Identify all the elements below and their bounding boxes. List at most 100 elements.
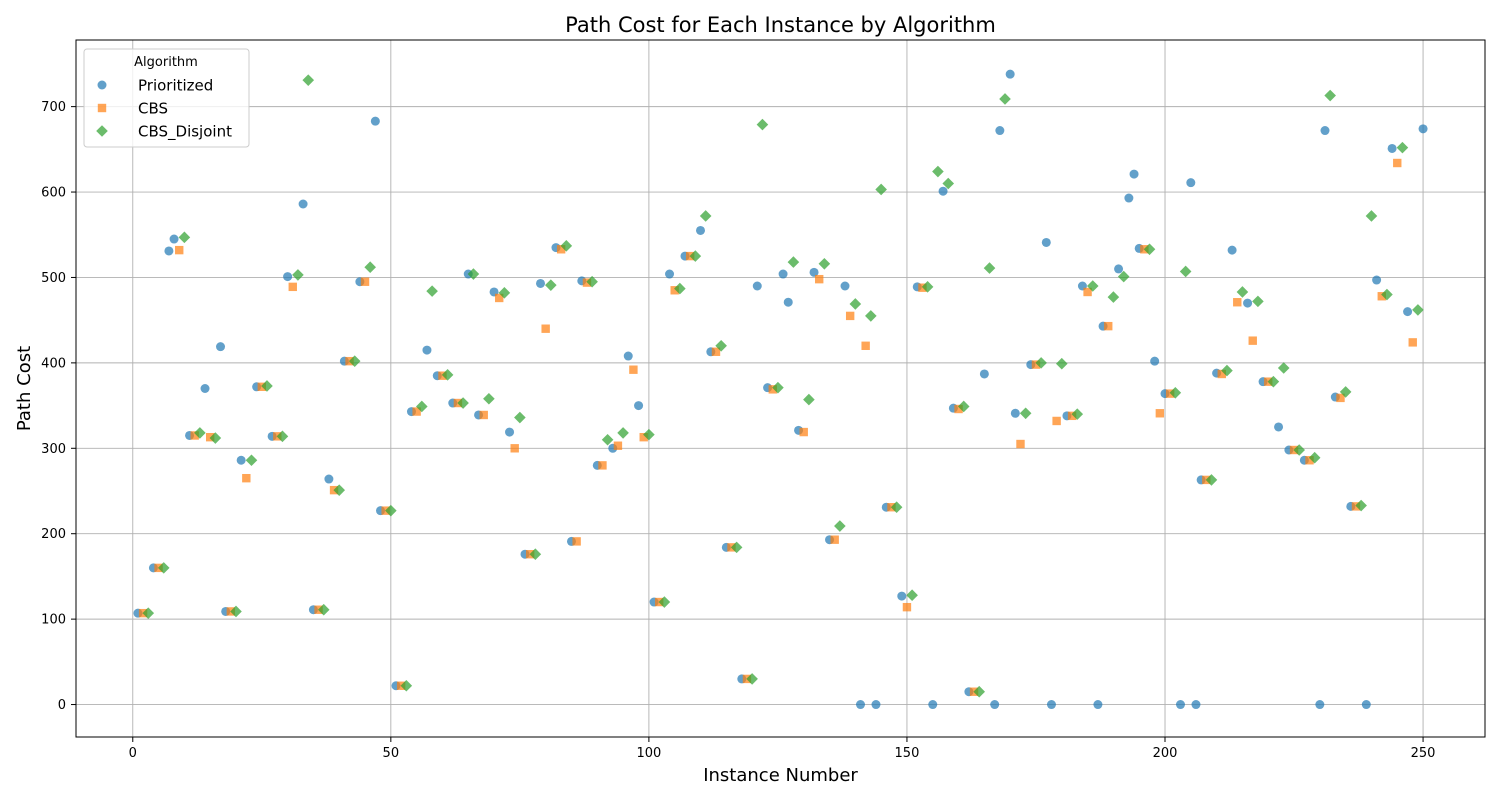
chart-title: Path Cost for Each Instance by Algorithm bbox=[565, 13, 996, 37]
data-point bbox=[803, 393, 815, 406]
data-point bbox=[209, 432, 222, 444]
data-point bbox=[957, 400, 970, 413]
data-point bbox=[1046, 700, 1056, 710]
data-point bbox=[422, 345, 432, 355]
data-point bbox=[598, 461, 607, 470]
data-point bbox=[1005, 69, 1015, 79]
data-point bbox=[1361, 700, 1371, 710]
grid-lines bbox=[76, 40, 1485, 737]
data-point bbox=[385, 504, 397, 517]
data-point bbox=[954, 404, 963, 414]
data-point bbox=[333, 484, 346, 496]
data-point bbox=[317, 603, 330, 616]
data-point bbox=[1055, 357, 1068, 370]
data-point bbox=[360, 277, 370, 286]
data-point bbox=[175, 245, 184, 255]
data-point bbox=[1175, 700, 1185, 710]
data-point bbox=[586, 275, 598, 288]
data-point bbox=[1117, 270, 1130, 283]
data-point bbox=[1377, 292, 1386, 301]
data-point bbox=[1293, 444, 1305, 456]
data-point bbox=[1408, 338, 1417, 347]
data-point bbox=[1186, 178, 1196, 188]
data-point bbox=[787, 256, 800, 268]
data-point bbox=[861, 341, 870, 350]
data-point bbox=[1165, 389, 1175, 398]
data-point bbox=[514, 411, 526, 424]
data-point bbox=[1315, 700, 1325, 710]
data-point bbox=[536, 278, 546, 288]
data-point bbox=[1243, 298, 1253, 308]
data-point bbox=[572, 537, 581, 546]
x-tick-label: 150 bbox=[895, 746, 920, 761]
data-point bbox=[730, 541, 743, 554]
legend-marker bbox=[97, 103, 107, 113]
y-axis-label: Path Cost bbox=[14, 346, 35, 431]
legend-item: Prioritized bbox=[97, 77, 213, 95]
data-point bbox=[897, 591, 907, 601]
data-point bbox=[400, 679, 413, 692]
data-point bbox=[194, 427, 206, 439]
data-point bbox=[696, 225, 706, 235]
data-point bbox=[370, 116, 380, 126]
data-point bbox=[665, 269, 675, 279]
y-tick-label: 700 bbox=[41, 100, 66, 115]
data-point bbox=[902, 602, 912, 612]
data-point bbox=[1205, 474, 1218, 486]
x-tick-label: 0 bbox=[129, 746, 137, 761]
data-point bbox=[1381, 288, 1393, 301]
legend-frame bbox=[83, 48, 250, 148]
data-point bbox=[715, 339, 727, 352]
legend-label: CBS_Disjoint bbox=[138, 123, 232, 142]
data-point bbox=[932, 165, 944, 178]
data-point bbox=[689, 250, 702, 262]
data-point bbox=[498, 287, 511, 299]
data-point bbox=[1277, 362, 1290, 374]
data-point bbox=[441, 369, 454, 381]
data-point bbox=[871, 700, 881, 710]
data-point bbox=[768, 385, 777, 394]
data-point bbox=[236, 455, 246, 465]
data-point bbox=[1104, 321, 1113, 331]
x-tick-label: 250 bbox=[1411, 746, 1436, 761]
data-point bbox=[809, 267, 819, 277]
data-point bbox=[995, 126, 1005, 136]
data-point bbox=[582, 278, 592, 287]
data-point bbox=[438, 371, 447, 380]
data-point bbox=[1221, 364, 1233, 377]
data-point bbox=[1155, 409, 1165, 418]
data-point bbox=[1236, 286, 1249, 298]
data-point bbox=[979, 369, 989, 379]
data-point bbox=[1067, 411, 1077, 421]
data-point bbox=[711, 347, 721, 356]
data-point bbox=[298, 199, 308, 209]
data-point bbox=[613, 441, 623, 450]
data-point bbox=[1179, 265, 1192, 278]
data-point bbox=[169, 234, 179, 244]
data-point bbox=[983, 262, 996, 274]
data-point bbox=[1233, 298, 1242, 307]
data-point bbox=[834, 520, 846, 532]
data-point bbox=[1274, 422, 1284, 432]
data-point bbox=[752, 281, 762, 291]
legend-label: Prioritized bbox=[138, 77, 213, 95]
data-point bbox=[849, 298, 862, 310]
data-point bbox=[1355, 499, 1367, 512]
data-point bbox=[292, 269, 304, 281]
data-point bbox=[1308, 451, 1321, 464]
data-point bbox=[855, 700, 865, 710]
data-point bbox=[1169, 386, 1182, 399]
data-point bbox=[142, 607, 155, 619]
data-point bbox=[990, 700, 1000, 710]
data-point bbox=[545, 279, 557, 291]
data-point bbox=[1227, 245, 1237, 255]
data-point bbox=[200, 384, 210, 393]
data-point bbox=[1393, 158, 1402, 168]
data-point bbox=[918, 283, 927, 292]
data-point bbox=[157, 562, 170, 574]
data-point bbox=[541, 324, 550, 333]
data-point bbox=[1372, 275, 1382, 285]
data-points bbox=[133, 69, 1428, 710]
data-point bbox=[674, 282, 686, 295]
data-point bbox=[938, 186, 948, 196]
